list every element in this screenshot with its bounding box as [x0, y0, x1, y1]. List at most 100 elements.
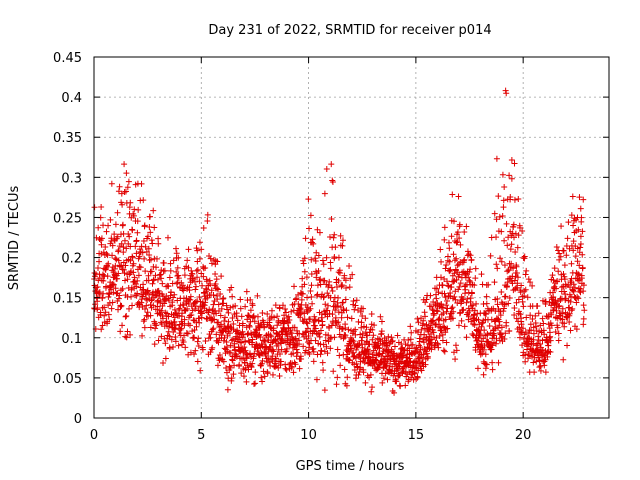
data-point: [338, 314, 345, 321]
data-point: [306, 340, 313, 347]
data-point: [446, 245, 453, 252]
data-point: [346, 284, 353, 291]
data-point: [163, 319, 170, 326]
data-point: [169, 299, 176, 306]
data-point: [119, 285, 126, 292]
data-point: [438, 304, 445, 311]
data-point: [383, 337, 390, 344]
data-point: [160, 360, 167, 367]
data-point: [170, 294, 177, 301]
y-tick-label: 0.2: [61, 252, 82, 267]
data-point: [314, 282, 321, 289]
data-point: [542, 298, 549, 305]
data-point: [174, 297, 181, 304]
data-point: [317, 281, 324, 288]
data-point: [220, 295, 227, 302]
data-point: [518, 282, 525, 289]
data-point: [144, 287, 151, 294]
data-point: [116, 262, 123, 269]
data-point: [556, 250, 563, 257]
data-point: [530, 359, 537, 366]
data-point: [135, 206, 142, 213]
data-point: [115, 270, 122, 277]
data-point: [121, 237, 128, 244]
data-point: [141, 316, 148, 323]
data-point: [166, 274, 173, 281]
data-point: [238, 370, 245, 377]
data-point: [134, 218, 141, 225]
data-point: [308, 282, 315, 289]
data-point: [242, 347, 249, 354]
data-point: [450, 251, 457, 258]
data-point: [443, 262, 450, 269]
data-point: [214, 258, 221, 265]
data-point: [437, 246, 444, 253]
data-point: [230, 336, 237, 343]
data-point: [324, 350, 331, 357]
data-point: [249, 302, 256, 309]
data-point: [497, 312, 504, 319]
data-point: [241, 344, 248, 351]
data-point: [282, 348, 289, 355]
data-point: [464, 248, 471, 255]
data-point: [196, 255, 203, 262]
data-point: [320, 261, 327, 268]
data-point: [242, 303, 249, 310]
data-point: [230, 371, 237, 378]
data-point: [565, 219, 572, 226]
data-point: [285, 313, 292, 320]
data-point: [147, 229, 154, 236]
data-point: [205, 309, 212, 316]
data-point: [319, 359, 326, 366]
data-point: [258, 374, 265, 381]
data-point: [249, 336, 256, 343]
data-point: [112, 255, 119, 262]
data-point: [508, 260, 515, 267]
data-point: [293, 295, 300, 302]
data-point: [485, 281, 492, 288]
data-point: [171, 291, 178, 298]
data-point: [116, 292, 123, 299]
data-point: [322, 301, 329, 308]
data-point: [416, 358, 423, 365]
data-point: [427, 292, 434, 299]
data-point: [319, 257, 326, 264]
data-point: [569, 305, 576, 312]
data-point: [139, 249, 146, 256]
data-point: [164, 310, 171, 317]
data-point: [407, 336, 414, 343]
x-axis-label: GPS time / hours: [296, 459, 405, 474]
data-point: [241, 359, 248, 366]
x-axis-ticks: 0 5 10 15 20: [90, 57, 531, 443]
data-point: [377, 313, 384, 320]
data-point: [440, 304, 447, 311]
data-point: [529, 282, 536, 289]
data-point: [313, 292, 320, 299]
data-point: [312, 258, 319, 265]
data-point: [219, 296, 226, 303]
data-point: [130, 260, 137, 267]
data-point: [264, 311, 271, 318]
data-point: [358, 337, 365, 344]
data-point: [515, 232, 522, 239]
data-point: [316, 277, 323, 284]
data-point: [352, 302, 359, 309]
data-point: [157, 299, 164, 306]
data-point: [141, 222, 148, 229]
data-point: [215, 301, 222, 308]
data-point: [453, 255, 460, 262]
data-point: [177, 326, 184, 333]
data-point: [187, 349, 194, 356]
data-point: [495, 324, 502, 331]
data-point: [185, 264, 192, 271]
data-point: [230, 321, 237, 328]
data-point: [139, 287, 146, 294]
data-point: [325, 338, 332, 345]
data-point: [477, 331, 484, 338]
data-point: [463, 334, 470, 341]
data-point: [337, 232, 344, 239]
data-point: [327, 345, 334, 352]
data-point: [308, 256, 315, 263]
data-point: [510, 265, 517, 272]
data-point: [491, 279, 498, 286]
